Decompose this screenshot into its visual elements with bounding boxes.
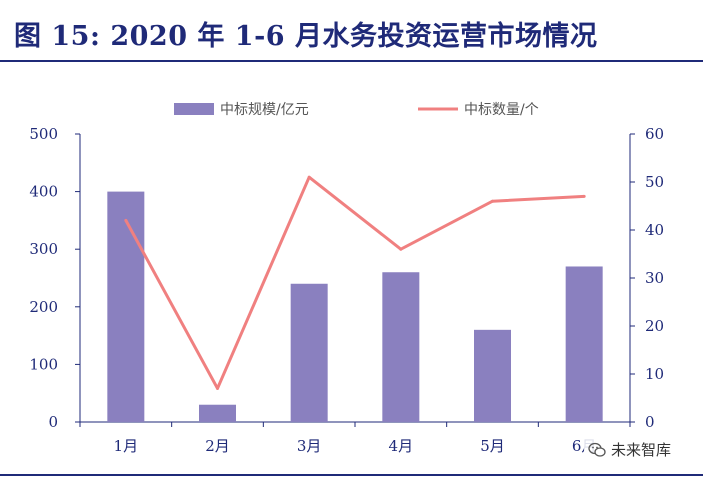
title-rule xyxy=(0,60,703,62)
legend-bar-label: 中标规模/亿元 xyxy=(220,102,309,118)
line-point xyxy=(124,218,128,222)
bar xyxy=(382,272,420,422)
y2-tick-label: 10 xyxy=(645,365,664,383)
y-tick-label: 200 xyxy=(29,298,58,316)
y-tick-label: 100 xyxy=(29,355,58,373)
line-point xyxy=(216,386,219,390)
page-title: 图 15: 2020 年 1-6 月水务投资运营市场情况 xyxy=(14,21,598,52)
line-point xyxy=(491,199,494,203)
y2-tick-label: 0 xyxy=(645,413,655,431)
bar xyxy=(290,283,328,422)
y2-tick-label: 20 xyxy=(645,317,664,335)
bar xyxy=(199,404,236,422)
x-tick-label: 1月 xyxy=(114,437,139,455)
line-point xyxy=(307,175,311,179)
legend-line-label: 中标数量/个 xyxy=(464,102,539,118)
y-tick-label: 300 xyxy=(29,240,58,258)
y-tick-label: 400 xyxy=(29,183,58,201)
bar xyxy=(107,191,145,422)
x-tick-label: 3月 xyxy=(297,437,322,455)
wechat-icon xyxy=(588,442,606,457)
legend-bar-swatch xyxy=(174,103,214,115)
y-tick-label: 0 xyxy=(48,413,58,431)
y2-tick-label: 40 xyxy=(645,221,664,239)
watermark-text: 未来智库 xyxy=(611,441,672,459)
y2-tick-label: 60 xyxy=(645,125,664,143)
y2-tick-label: 50 xyxy=(645,173,664,191)
line-point xyxy=(582,194,586,198)
y2-tick-label: 30 xyxy=(645,269,664,287)
bar xyxy=(474,329,511,422)
bar xyxy=(565,266,603,422)
bottom-rule xyxy=(0,474,703,476)
series-line xyxy=(124,175,585,390)
y-tick-label: 500 xyxy=(29,125,58,143)
watermark: 未来智库 xyxy=(584,437,676,462)
x-tick-label: 5月 xyxy=(480,437,505,455)
x-tick-label: 4月 xyxy=(389,437,414,455)
x-tick-label: 2月 xyxy=(205,437,230,455)
line-point xyxy=(399,247,403,251)
title-bar: 图 15: 2020 年 1-6 月水务投资运营市场情况 xyxy=(0,0,703,62)
